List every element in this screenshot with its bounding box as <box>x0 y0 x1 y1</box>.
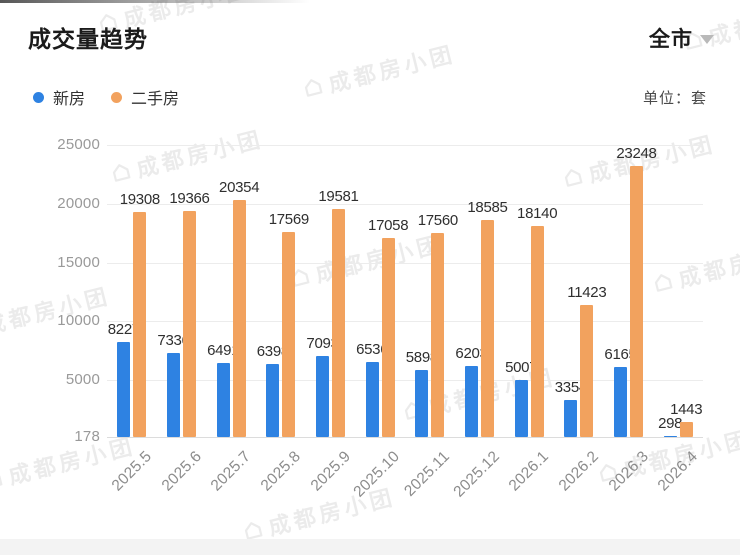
bar-value-label: 6491 <box>207 341 240 359</box>
gridline <box>107 203 703 205</box>
gridline <box>107 437 703 438</box>
bar-value-label: 19366 <box>169 190 210 208</box>
bar-new-2025.11[interactable] <box>415 369 429 437</box>
bar-resale-2026.2[interactable] <box>580 304 594 437</box>
bar-new-2025.9[interactable] <box>316 355 329 437</box>
bar-value-label: 17560 <box>417 211 459 229</box>
region-selector-label: 全市 <box>649 28 693 51</box>
gridline <box>107 321 703 323</box>
bar-value-label: 5898 <box>405 348 438 366</box>
bar-value-label: 6165 <box>604 345 637 363</box>
bar-value-label: 6203 <box>455 345 488 363</box>
y-axis-tick-label: 178 <box>74 428 100 445</box>
legend-dot-new-homes-icon <box>33 91 44 103</box>
gridline <box>107 380 703 382</box>
bar-resale-2025.8[interactable] <box>282 232 296 437</box>
legend-dot-resale-homes-icon <box>111 91 123 103</box>
legend: 新房 二手房 <box>33 85 179 109</box>
bar-resale-2025.5[interactable] <box>133 211 147 437</box>
x-axis-label: 2025.5 <box>108 448 155 495</box>
bar-value-label: 17058 <box>368 217 409 235</box>
bar-new-2025.7[interactable] <box>216 362 230 437</box>
bar-resale-2026.1[interactable] <box>530 225 544 437</box>
bar-resale-2025.11[interactable] <box>431 232 445 437</box>
bar-new-2026.3[interactable] <box>614 366 627 437</box>
chevron-down-icon <box>700 35 714 44</box>
page-title: 成交量趋势 <box>28 26 148 52</box>
bar-new-2026.1[interactable] <box>514 380 528 437</box>
y-axis-tick-label: 25000 <box>57 136 100 153</box>
top-edge-shadow <box>0 0 310 3</box>
bottom-band <box>0 539 740 555</box>
bar-value-label: 6398 <box>256 342 289 360</box>
bar-value-label: 18585 <box>467 199 508 217</box>
bar-value-label: 6536 <box>356 341 389 359</box>
bar-resale-2025.6[interactable] <box>183 211 196 437</box>
bar-value-label: 23248 <box>616 144 657 162</box>
bar-new-2026.4[interactable] <box>663 435 677 437</box>
bar-new-2025.5[interactable] <box>117 342 131 437</box>
unit-label: 单位：套 <box>642 90 707 107</box>
bar-value-label: 5007 <box>505 359 538 377</box>
bar-value-label: 19308 <box>119 190 161 208</box>
y-axis-tick-label: 15000 <box>57 253 100 271</box>
bar-value-label: 7336 <box>157 331 190 349</box>
bar-resale-2026.3[interactable] <box>630 165 643 437</box>
bar-value-label: 18140 <box>517 204 558 222</box>
bar-resale-2025.12[interactable] <box>481 220 494 437</box>
bar-value-label: 3354 <box>554 378 587 396</box>
bar-new-2025.12[interactable] <box>465 366 478 437</box>
y-axis-tick-label: 20000 <box>57 194 100 212</box>
bar-value-label: 298 <box>658 414 683 432</box>
bar-value-label: 7093 <box>306 334 339 352</box>
bar-resale-2025.7[interactable] <box>232 199 246 437</box>
bar-resale-2026.4[interactable] <box>679 422 693 437</box>
bar-new-2026.2[interactable] <box>564 399 578 437</box>
bar-new-2025.10[interactable] <box>365 362 379 437</box>
gridline <box>107 145 703 146</box>
legend-item-new-homes[interactable]: 新房 <box>33 85 85 109</box>
bar-value-label: 11423 <box>567 283 607 301</box>
region-selector[interactable]: 全市 <box>649 23 714 53</box>
legend-label-resale-homes: 二手房 <box>131 91 180 108</box>
bar-value-label: 19581 <box>318 187 359 205</box>
y-axis-tick-label: 5000 <box>65 371 100 389</box>
bar-new-2025.6[interactable] <box>167 352 180 437</box>
legend-item-resale-homes[interactable]: 二手房 <box>111 85 179 109</box>
bar-resale-2025.10[interactable] <box>381 238 395 437</box>
legend-label-new-homes: 新房 <box>53 91 86 108</box>
bar-resale-2025.9[interactable] <box>332 208 345 437</box>
gridline <box>107 262 703 264</box>
bar-value-label: 1443 <box>670 401 703 419</box>
bar-value-label: 20354 <box>219 178 260 196</box>
bar-value-label: 17569 <box>268 211 310 229</box>
y-axis-tick-label: 10000 <box>57 312 100 330</box>
bar-value-label: 8227 <box>107 321 140 339</box>
bar-new-2025.8[interactable] <box>266 363 280 437</box>
